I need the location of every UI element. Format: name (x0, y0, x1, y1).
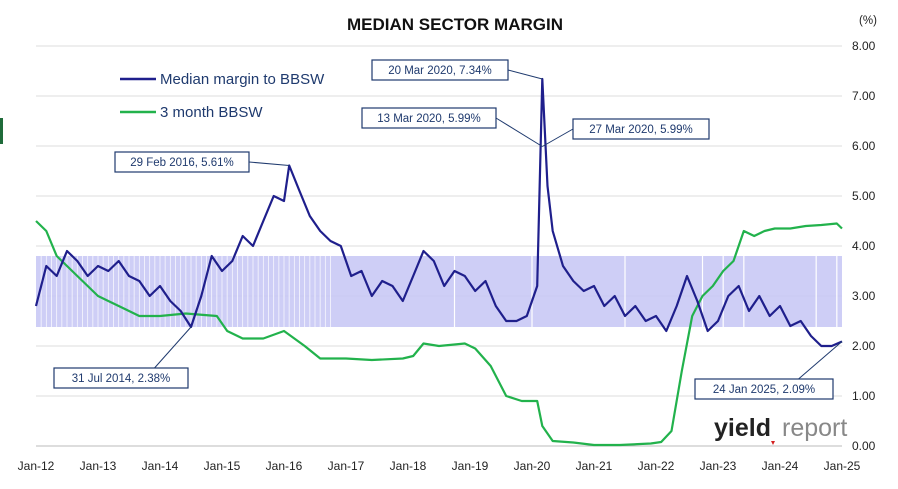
callout-box-1 (361, 107, 497, 129)
y-tick-label-7: 7.00 (852, 89, 876, 103)
x-tick-label-4: Jan-16 (266, 459, 303, 473)
x-tick-label-7: Jan-19 (452, 459, 489, 473)
x-axis-ticks: Jan-12 Jan-13 Jan-14 Jan-15 Jan-16 Jan-17 Jan-… (18, 459, 861, 473)
annotations: 20 Mar 2020, 7.34% 13 Mar 2020, 5.99% 27 M… (53, 59, 843, 400)
x-tick-label-0: Jan-12 (18, 459, 55, 473)
callout-line-0 (507, 69, 543, 80)
callout-text-1: 13 Mar 2020, 5.99% (377, 113, 481, 125)
series-line-0 (34, 77, 843, 348)
x-tick-label-2: Jan-14 (142, 459, 179, 473)
logo-text-light: report (782, 414, 847, 442)
legend: Median margin to BBSW 3 month BBSW (120, 71, 325, 121)
series-lines (34, 77, 843, 447)
callout-box-4 (53, 367, 189, 389)
callout-line-5 (798, 341, 843, 380)
callout-text-5: 24 Jan 2025, 2.09% (713, 384, 815, 396)
callout-text-0: 20 Mar 2020, 7.34% (388, 65, 492, 77)
callout-box-0 (371, 59, 509, 81)
y-tick-label-6: 6.00 (852, 139, 876, 153)
y-tick-label-1: 1.00 (852, 389, 876, 403)
callout-line-3 (248, 161, 290, 166)
callout-line-4 (154, 326, 192, 369)
x-tick-label-11: Jan-23 (700, 459, 737, 473)
y-tick-label-8: 8.00 (852, 39, 876, 53)
callout-box-3 (114, 151, 250, 173)
callout-text-4: 31 Jul 2014, 2.38% (72, 373, 170, 385)
x-tick-label-13: Jan-25 (824, 459, 861, 473)
y-axis-unit-label: (%) (859, 15, 877, 27)
callout-text-3: 29 Feb 2016, 5.61% (130, 157, 234, 169)
x-tick-label-6: Jan-18 (390, 459, 427, 473)
callout-box-5 (694, 378, 834, 400)
x-tick-label-9: Jan-21 (576, 459, 613, 473)
y-tick-label-0: 0.00 (852, 439, 876, 453)
callout-box-2 (572, 118, 710, 140)
series-line-1 (35, 220, 843, 447)
logo-accent-icon (771, 441, 775, 445)
x-tick-label-3: Jan-15 (204, 459, 241, 473)
x-tick-label-8: Jan-20 (514, 459, 551, 473)
y-tick-label-5: 5.00 (852, 189, 876, 203)
y-axis-ticks: 0.00 1.00 2.00 3.00 4.00 5.00 6.00 7.00 8.00 (852, 39, 876, 453)
callout-line-2 (542, 128, 574, 147)
yieldreport-logo: yield report (714, 414, 847, 445)
chart-title: MEDIAN SECTOR MARGIN (347, 15, 563, 34)
legend-label-0: Median margin to BBSW (160, 71, 325, 88)
x-tick-label-10: Jan-22 (638, 459, 675, 473)
callout-text-2: 27 Mar 2020, 5.99% (589, 124, 693, 136)
x-tick-label-5: Jan-17 (328, 459, 365, 473)
y-tick-label-4: 4.00 (852, 239, 876, 253)
x-tick-label-1: Jan-13 (80, 459, 117, 473)
left-edge-accent (0, 118, 3, 144)
logo-text-bold: yield (714, 414, 771, 442)
legend-label-1: 3 month BBSW (160, 104, 263, 121)
x-tick-label-12: Jan-24 (762, 459, 799, 473)
y-tick-label-3: 3.00 (852, 289, 876, 303)
y-tick-label-2: 2.00 (852, 339, 876, 353)
callout-line-1 (495, 117, 543, 147)
